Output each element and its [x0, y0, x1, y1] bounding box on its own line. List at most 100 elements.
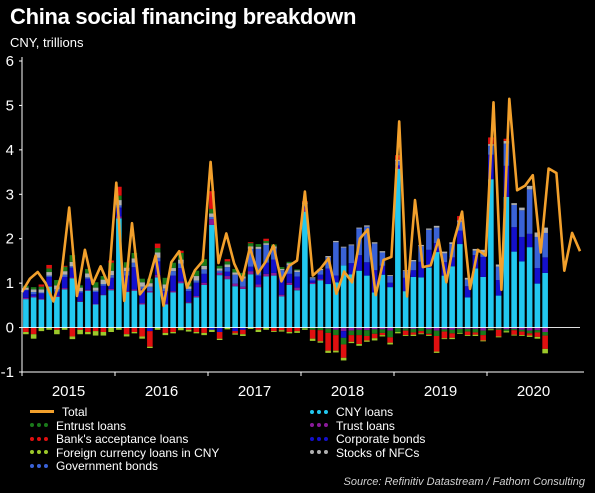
- bar-segment: [61, 288, 68, 290]
- chart-plot: 6 5 4 3 2 1 0 -1 2015 2016 2017 2018 2019 2020: [1, 53, 584, 400]
- bar-segment: [333, 240, 339, 243]
- bar-segment: [418, 333, 424, 335]
- bar-segment: [201, 282, 207, 285]
- bar-segment: [472, 268, 479, 328]
- bar-segment: [519, 331, 525, 336]
- bar-segment: [69, 327, 76, 337]
- legend-item: Entrust loans: [30, 419, 126, 433]
- bar-segment: [464, 286, 471, 298]
- bar-segment: [154, 327, 161, 330]
- bar-segment: [247, 266, 254, 272]
- bar-segment: [387, 276, 393, 283]
- bar-segment: [402, 328, 409, 331]
- bar-segment: [240, 288, 246, 328]
- bar-segment: [232, 283, 238, 287]
- bar-segment: [371, 338, 378, 341]
- legend-swatch: [30, 450, 48, 455]
- bar-segment: [216, 327, 223, 333]
- bar-segment: [38, 286, 45, 290]
- bar-segment: [263, 327, 269, 330]
- bar-segment: [92, 304, 99, 305]
- y-tick-label: 3: [6, 186, 14, 203]
- bar-segment: [38, 298, 45, 300]
- bar-segment: [395, 168, 401, 328]
- bar-segment: [255, 284, 262, 288]
- bar-segment: [364, 336, 370, 341]
- bar-segment: [309, 282, 316, 285]
- bar-segment: [317, 341, 324, 343]
- legend-swatch: [30, 410, 54, 414]
- bar-segment: [61, 274, 68, 277]
- bar-segment: [185, 303, 192, 328]
- bar-segment: [147, 291, 153, 293]
- bar-segment: [77, 301, 83, 328]
- bar-segment: [185, 327, 192, 330]
- bar-segment: [224, 271, 231, 277]
- bar-segment: [348, 330, 355, 336]
- bar-segment: [395, 332, 401, 334]
- bar-segment: [488, 179, 494, 328]
- bar-segment: [534, 283, 541, 328]
- bar-segment: [472, 327, 479, 329]
- bar-segment: [488, 328, 494, 330]
- bar-segment: [30, 334, 37, 339]
- bar-segment: [511, 328, 517, 331]
- bar-segment: [61, 266, 68, 272]
- bar-segment: [201, 273, 207, 283]
- bar-segment: [495, 329, 502, 337]
- bar-segment: [46, 272, 52, 276]
- bar-segment: [201, 284, 207, 328]
- bar-segment: [449, 327, 455, 330]
- bar-segment: [100, 285, 107, 295]
- bar-segment: [224, 276, 231, 280]
- bar-segment: [247, 243, 254, 247]
- bar-segment: [154, 257, 161, 262]
- bar-segment: [340, 344, 347, 358]
- bar-segment: [23, 287, 29, 290]
- bar-segment: [472, 334, 479, 337]
- bar-segment: [263, 240, 269, 244]
- bar-segment: [178, 281, 184, 284]
- bar-segment: [23, 289, 29, 291]
- bar-segment: [131, 262, 138, 268]
- bar-segment: [325, 256, 331, 258]
- bar-segment: [85, 290, 91, 328]
- bar-segment: [271, 272, 277, 276]
- bar-segment: [23, 290, 29, 298]
- bar-segment: [333, 242, 339, 276]
- bar-segment: [348, 335, 355, 342]
- bar-segment: [294, 269, 300, 271]
- bar-segment: [542, 232, 548, 258]
- bar-segment: [170, 275, 176, 292]
- bar-segment: [480, 330, 486, 336]
- bar-segment: [433, 252, 440, 328]
- bar-segment: [69, 261, 76, 267]
- bar-segment: [147, 346, 153, 349]
- bar-segment: [193, 282, 200, 297]
- bar-segment: [162, 327, 169, 333]
- bar-segment: [185, 288, 192, 292]
- bar-segment: [85, 278, 91, 290]
- bar-segment: [108, 327, 114, 333]
- bar-segment: [255, 287, 262, 328]
- bar-segment: [472, 332, 479, 335]
- bar-segment: [278, 268, 285, 271]
- bar-segment: [309, 277, 316, 279]
- bar-segment: [224, 267, 231, 272]
- bar-segment: [46, 268, 52, 273]
- bar-segment: [333, 350, 339, 353]
- bar-segment: [534, 236, 541, 269]
- bar-segment: [278, 294, 285, 297]
- bar-segment: [224, 261, 231, 265]
- bar-segment: [255, 248, 262, 276]
- bar-segment: [402, 335, 409, 337]
- bar-segment: [162, 277, 169, 285]
- bar-segment: [519, 207, 525, 211]
- bar-segment: [542, 257, 548, 273]
- bar-segment: [488, 329, 494, 331]
- bar-segment: [480, 327, 486, 331]
- bar-segment: [511, 204, 517, 228]
- bar-segment: [511, 334, 517, 336]
- bar-segment: [325, 268, 331, 285]
- bar-segment: [371, 243, 378, 271]
